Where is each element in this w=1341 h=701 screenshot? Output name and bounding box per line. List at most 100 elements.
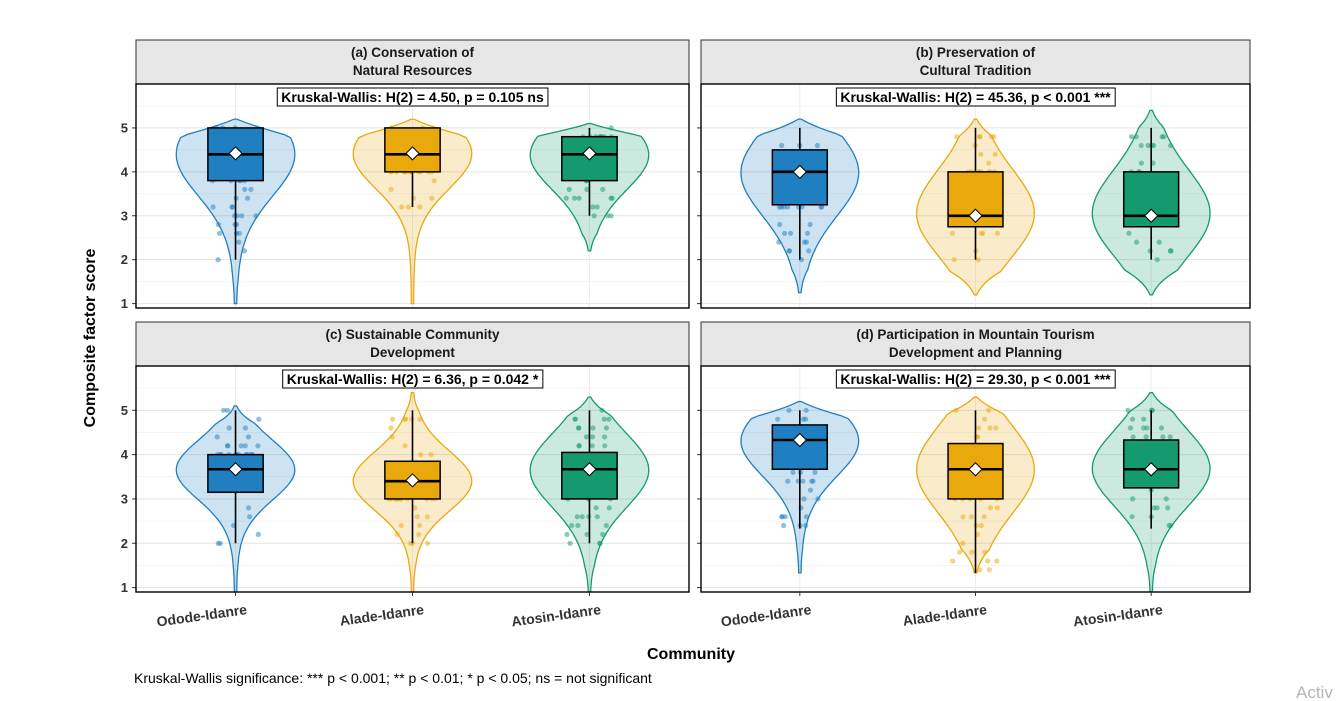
data-point xyxy=(1158,425,1165,431)
mean-marker xyxy=(405,146,420,161)
data-point xyxy=(978,230,985,236)
data-point xyxy=(242,186,248,192)
data-point xyxy=(776,204,783,210)
data-point xyxy=(779,142,785,149)
data-point xyxy=(790,469,796,475)
data-point xyxy=(1143,434,1149,440)
data-point xyxy=(215,221,221,228)
data-point xyxy=(599,407,605,413)
data-point xyxy=(986,160,992,166)
group-atosin-idanre xyxy=(1091,109,1211,296)
mean-marker xyxy=(1143,208,1159,223)
group-odode-idanre xyxy=(740,400,860,574)
data-point xyxy=(601,416,607,422)
facet-strip xyxy=(700,39,1251,85)
data-point xyxy=(976,425,982,431)
mean-marker xyxy=(228,462,243,477)
data-point xyxy=(574,514,580,520)
facet-title-line2: Development and Planning xyxy=(889,345,1062,360)
data-point xyxy=(957,549,963,555)
data-point xyxy=(600,186,606,192)
data-point xyxy=(1160,434,1166,440)
data-point xyxy=(1138,142,1144,149)
data-point xyxy=(1141,416,1147,422)
data-point xyxy=(405,204,412,210)
data-point xyxy=(800,416,807,422)
data-point xyxy=(412,505,418,511)
data-point xyxy=(786,407,792,413)
data-point xyxy=(594,514,600,520)
data-point xyxy=(256,416,262,422)
data-point xyxy=(410,195,417,201)
data-point xyxy=(800,478,806,484)
data-point xyxy=(603,425,610,431)
data-point xyxy=(981,514,987,520)
data-point xyxy=(1167,434,1173,440)
data-point xyxy=(239,213,245,219)
facet-strip xyxy=(700,321,1251,367)
data-point xyxy=(608,125,614,131)
kruskal-wallis-label: Kruskal-Wallis: H(2) = 29.30, p < 0.001 … xyxy=(840,371,1111,387)
data-point xyxy=(1149,407,1155,413)
data-point xyxy=(253,213,259,219)
data-point xyxy=(1156,239,1162,245)
data-point xyxy=(569,522,575,529)
y-tick-label: 3 xyxy=(121,208,128,223)
data-point xyxy=(567,540,573,546)
group-odode-idanre xyxy=(175,118,296,305)
data-point xyxy=(1134,239,1140,245)
data-point xyxy=(590,204,596,210)
data-point xyxy=(603,522,609,529)
facet-title-line2: Development xyxy=(370,345,455,360)
data-point xyxy=(579,514,585,520)
data-point xyxy=(593,505,599,511)
data-point xyxy=(389,416,396,422)
facet-strip xyxy=(135,321,690,367)
data-point xyxy=(779,514,785,520)
x-tick-label: Alade-Idanre xyxy=(339,601,425,629)
data-point xyxy=(594,204,600,210)
group-alade-idanre xyxy=(916,118,1035,296)
mean-marker xyxy=(228,146,243,161)
y-tick-label: 1 xyxy=(121,580,128,595)
data-point xyxy=(807,487,814,493)
data-point xyxy=(982,549,988,555)
data-point xyxy=(417,522,423,529)
data-point xyxy=(418,452,424,458)
data-point xyxy=(1168,248,1174,254)
data-point xyxy=(241,248,248,254)
data-point xyxy=(975,257,981,263)
data-point xyxy=(1144,425,1150,431)
data-point xyxy=(583,434,590,440)
panel-c: (c) Sustainable Community Development 1 2 3 4… xyxy=(121,321,690,630)
data-point xyxy=(606,416,612,422)
data-point xyxy=(949,230,955,236)
data-point xyxy=(1154,505,1160,511)
mean-marker xyxy=(792,432,808,448)
data-point xyxy=(1133,134,1139,140)
data-point xyxy=(394,531,400,538)
data-point xyxy=(388,425,394,431)
data-point xyxy=(255,443,261,449)
data-point xyxy=(1129,514,1135,520)
x-axis-title: Community xyxy=(647,646,735,663)
data-point xyxy=(803,514,810,520)
data-point xyxy=(776,239,782,245)
violin xyxy=(352,118,473,305)
data-point xyxy=(247,514,253,520)
data-point xyxy=(815,496,821,502)
data-point xyxy=(806,248,812,254)
x-tick-label: Atosin-Idanre xyxy=(510,601,602,629)
data-point xyxy=(992,151,998,157)
data-point xyxy=(960,540,966,546)
data-point xyxy=(985,558,991,564)
data-point xyxy=(986,407,992,413)
data-point xyxy=(1145,142,1151,149)
data-point xyxy=(210,204,216,210)
y-tick-label: 1 xyxy=(121,296,128,311)
data-point xyxy=(1126,230,1132,236)
facet-title-line1: (c) Sustainable Community xyxy=(325,327,500,342)
data-point xyxy=(991,134,997,140)
y-tick-label: 5 xyxy=(121,403,128,418)
data-point xyxy=(1127,425,1134,431)
